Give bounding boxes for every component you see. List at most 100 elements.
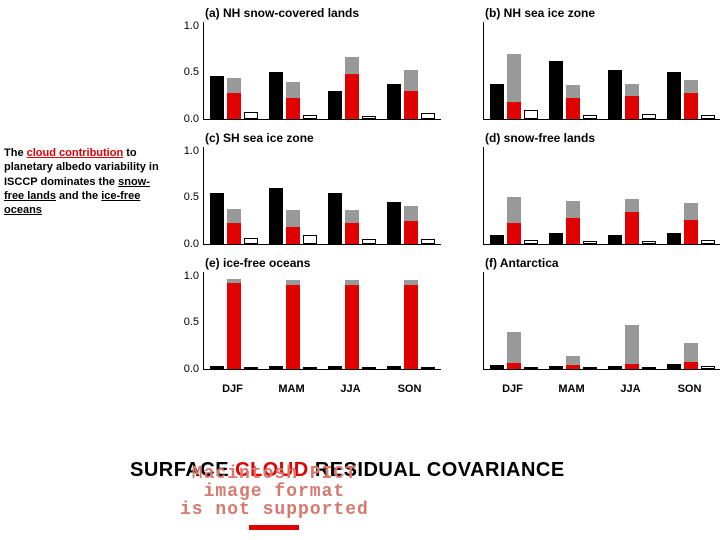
bar-surface xyxy=(490,84,504,119)
bar-surface xyxy=(667,364,681,369)
bar-cloud xyxy=(345,74,359,119)
y-tick: 0.5 xyxy=(169,66,199,78)
x-labels: DJFMAMJJASON xyxy=(483,383,720,395)
panel-a: (a) NH snow-covered lands0.00.51.0 xyxy=(165,6,445,131)
y-tick: 0.0 xyxy=(169,113,199,125)
bar-surface xyxy=(269,188,283,244)
bar-residual xyxy=(227,279,241,283)
bar-surface xyxy=(269,366,283,369)
bar-residual xyxy=(286,82,300,99)
bar-residual xyxy=(566,201,580,218)
bar-cloud xyxy=(345,223,359,244)
bar-group xyxy=(486,147,542,244)
bar-residual xyxy=(625,199,639,212)
panel-title: (d) snow-free lands xyxy=(485,131,595,145)
bar-group xyxy=(486,272,542,369)
x-tick: JJA xyxy=(321,383,380,395)
bar-surface xyxy=(387,84,401,119)
chart-grid: (a) NH snow-covered lands0.00.51.0(b) NH… xyxy=(165,6,720,381)
bar-surface xyxy=(490,365,504,369)
plot-area xyxy=(483,272,720,370)
y-tick: 0.5 xyxy=(169,191,199,203)
bar-surface xyxy=(667,233,681,244)
bar-cloud xyxy=(286,98,300,119)
bar-cloud xyxy=(507,223,521,244)
bar-group xyxy=(545,22,601,119)
bar-covariance xyxy=(362,239,376,244)
bar-group xyxy=(545,272,601,369)
bar-surface xyxy=(387,202,401,244)
bar-covariance xyxy=(421,367,435,369)
bar-group xyxy=(486,22,542,119)
caption-text: The xyxy=(4,147,27,159)
bar-covariance xyxy=(362,116,376,119)
bar-cloud xyxy=(227,223,241,244)
panel-b: (b) NH sea ice zone xyxy=(445,6,720,131)
bar-group xyxy=(324,272,380,369)
legend-covariance: COVARIANCE xyxy=(427,459,565,481)
bar-residual xyxy=(286,280,300,285)
bar-residual xyxy=(286,210,300,227)
bar-cloud xyxy=(286,285,300,369)
pict-line: is not supported xyxy=(180,501,369,519)
bar-covariance xyxy=(244,238,258,244)
bar-residual xyxy=(625,325,639,364)
bar-covariance xyxy=(303,367,317,369)
bar-residual xyxy=(404,206,418,221)
bar-surface xyxy=(210,366,224,369)
bar-group xyxy=(324,22,380,119)
bar-cloud xyxy=(507,363,521,369)
bar-covariance xyxy=(701,240,715,244)
plot-area xyxy=(203,22,441,120)
x-tick: JJA xyxy=(601,383,660,395)
bar-surface xyxy=(210,193,224,244)
bar-cloud xyxy=(227,283,241,369)
bar-cloud xyxy=(566,218,580,244)
plot-area xyxy=(483,147,720,245)
bar-surface xyxy=(490,235,504,244)
panel-title: (b) NH sea ice zone xyxy=(485,6,595,20)
y-tick: 1.0 xyxy=(169,270,199,282)
y-tick: 0.0 xyxy=(169,363,199,375)
plot-area xyxy=(483,22,720,120)
bar-cloud xyxy=(404,91,418,119)
panel-c: (c) SH sea ice zone0.00.51.0 xyxy=(165,131,445,256)
caption-text: and the xyxy=(56,190,101,202)
bar-cloud xyxy=(625,212,639,244)
bar-covariance xyxy=(244,367,258,369)
bar-residual xyxy=(507,332,521,364)
bar-surface xyxy=(328,193,342,244)
bar-surface xyxy=(608,235,622,244)
bar-surface xyxy=(549,61,563,119)
bar-residual xyxy=(625,84,639,95)
bar-residual xyxy=(507,54,521,103)
bar-covariance xyxy=(303,235,317,244)
bar-cloud xyxy=(286,227,300,244)
bar-cloud xyxy=(345,285,359,369)
bar-covariance xyxy=(583,241,597,244)
bar-cloud xyxy=(404,285,418,369)
bar-cloud xyxy=(684,93,698,119)
bar-surface xyxy=(608,70,622,119)
bar-covariance xyxy=(642,114,656,119)
bar-group xyxy=(604,22,660,119)
bar-surface xyxy=(608,366,622,369)
bar-cloud xyxy=(625,96,639,119)
bar-covariance xyxy=(421,239,435,244)
bar-covariance xyxy=(642,241,656,244)
panel-title: (f) Antarctica xyxy=(485,256,559,270)
bar-residual xyxy=(566,356,580,365)
y-tick: 0.5 xyxy=(169,316,199,328)
x-tick: SON xyxy=(660,383,719,395)
bar-covariance xyxy=(362,367,376,369)
bar-residual xyxy=(404,70,418,91)
bar-group xyxy=(383,22,439,119)
pict-placeholder: Macintosh PICT image format is not suppo… xyxy=(180,465,369,530)
bar-group xyxy=(604,272,660,369)
bar-group xyxy=(265,22,321,119)
bar-group xyxy=(383,272,439,369)
bar-group xyxy=(265,147,321,244)
x-tick: DJF xyxy=(203,383,262,395)
x-tick: SON xyxy=(380,383,439,395)
x-labels: DJFMAMJJASON xyxy=(203,383,441,395)
